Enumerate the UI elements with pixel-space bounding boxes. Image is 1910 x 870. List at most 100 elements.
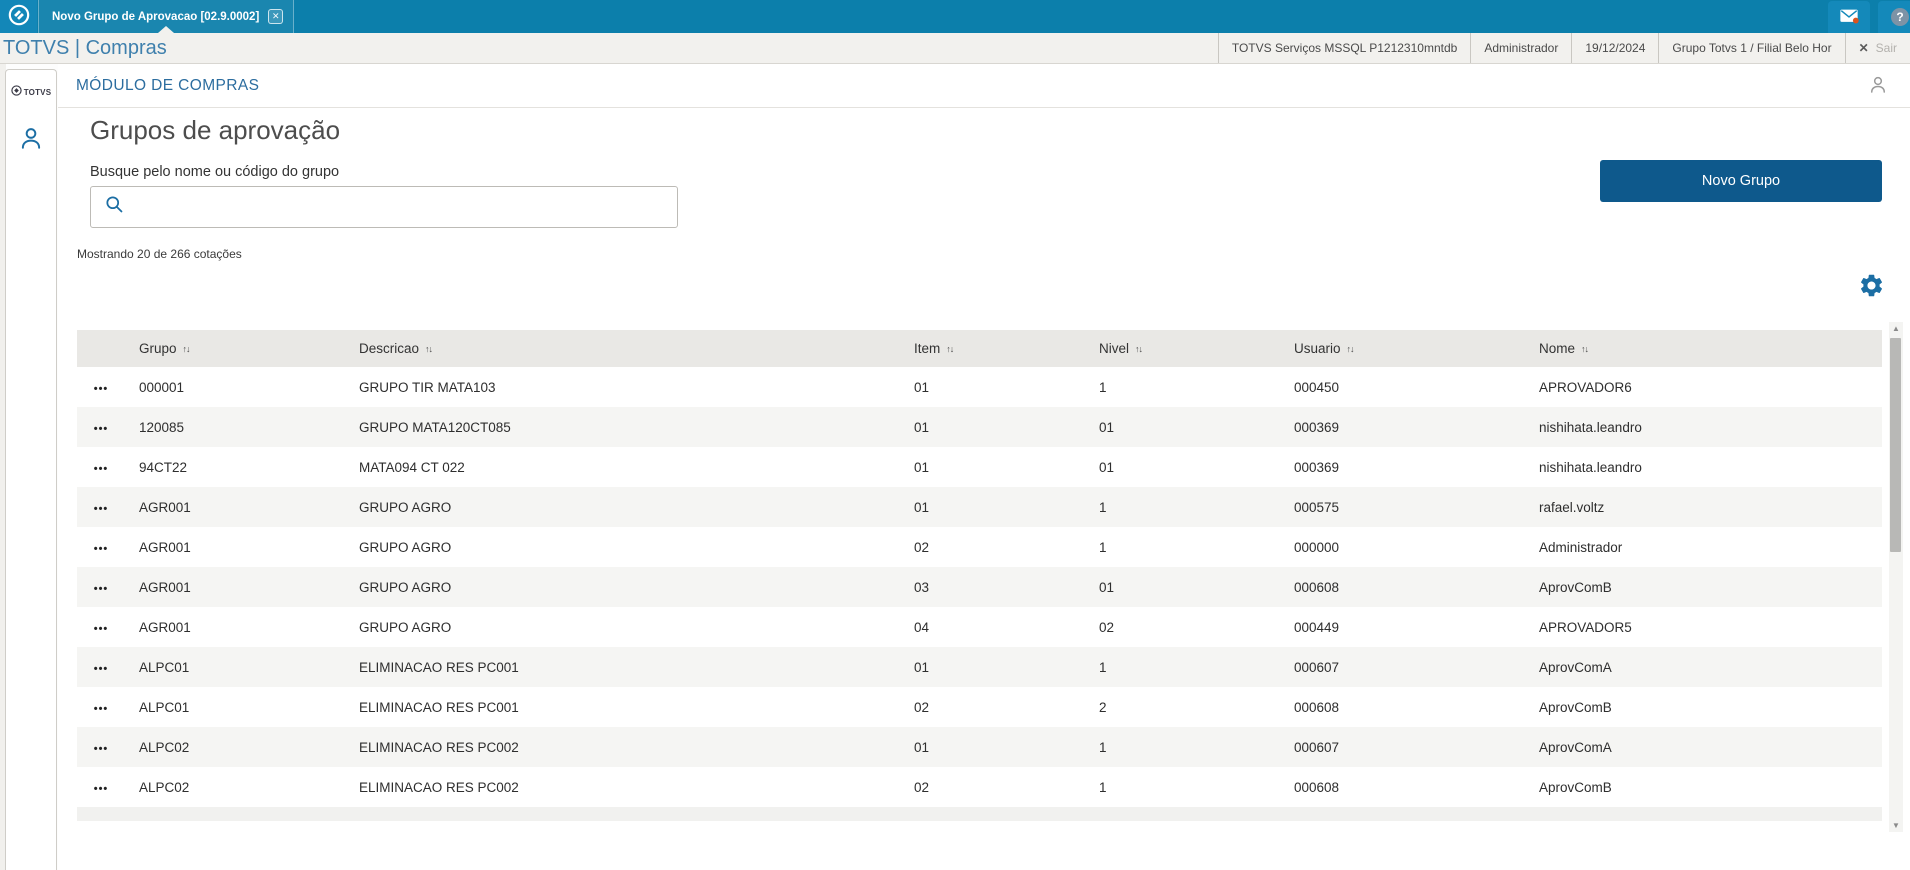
- settings-gear-button[interactable]: [1858, 272, 1885, 302]
- cell-usuario: 000450: [1294, 379, 1340, 395]
- search-box: [90, 186, 678, 228]
- table-body: ••• 000001 GRUPO TIR MATA103 01 1 000450…: [77, 367, 1882, 807]
- app-tab[interactable]: Novo Grupo de Aprovacao [02.9.0002] ✕: [38, 0, 295, 33]
- table-row[interactable]: ••• 120085 GRUPO MATA120CT085 01 01 0003…: [77, 407, 1882, 447]
- cell-item: 01: [914, 379, 930, 395]
- table-row[interactable]: ••• AGR001 GRUPO AGRO 01 1 000575 rafael…: [77, 487, 1882, 527]
- cell-nivel: 1: [1099, 379, 1107, 395]
- cell-item: 01: [914, 499, 930, 515]
- tab-close-icon[interactable]: ✕: [268, 9, 284, 24]
- cell-nome: AprovComB: [1539, 779, 1612, 795]
- totvs-logo-button[interactable]: [0, 0, 37, 33]
- scroll-down-arrow-icon[interactable]: ▼: [1892, 821, 1900, 830]
- row-actions-button[interactable]: •••: [94, 743, 109, 755]
- table-row[interactable]: ••• ALPC01 ELIMINACAO RES PC001 01 1 000…: [77, 647, 1882, 687]
- table-row[interactable]: ••• 94CT22 MATA094 CT 022 01 01 000369 n…: [77, 447, 1882, 487]
- cell-grupo: 000001: [139, 379, 185, 395]
- logout-button[interactable]: ✕ Sair: [1844, 33, 1910, 63]
- help-icon: ?: [1891, 8, 1909, 26]
- row-actions-button[interactable]: •••: [94, 423, 109, 435]
- module-title: MÓDULO DE COMPRAS: [76, 76, 260, 94]
- cell-item: 01: [914, 459, 930, 475]
- ellipsis-icon: •••: [93, 502, 109, 515]
- table-row[interactable]: ••• AGR001 GRUPO AGRO 03 01 000608 Aprov…: [77, 567, 1882, 607]
- column-label: Usuario: [1294, 341, 1341, 356]
- table-row[interactable]: ••• ALPC01 ELIMINACAO RES PC001 02 2 000…: [77, 687, 1882, 727]
- profile-button[interactable]: [1868, 74, 1888, 97]
- cell-nivel: 01: [1099, 419, 1115, 435]
- column-header-grupo[interactable]: Grupo ↑↓: [125, 341, 345, 356]
- cell-nome: nishihata.leandro: [1539, 419, 1642, 435]
- table-row[interactable]: ••• 000001 GRUPO TIR MATA103 01 1 000450…: [77, 367, 1882, 407]
- brand-title: TOTVS | Compras: [3, 36, 167, 59]
- table-row-partial: [77, 807, 1882, 821]
- cell-nivel: 1: [1099, 659, 1107, 675]
- cell-descricao: GRUPO MATA120CT085: [359, 419, 511, 435]
- mail-button[interactable]: [1828, 1, 1870, 33]
- table-header-row: Grupo ↑↓ Descricao ↑↓ Item ↑↓ Nivel ↑↓ U…: [77, 330, 1882, 367]
- cell-nome: AprovComB: [1539, 579, 1612, 595]
- scrollbar-thumb[interactable]: [1890, 338, 1901, 552]
- row-actions-button[interactable]: •••: [94, 583, 109, 595]
- sidebar-totvs-logo: TOTVS: [11, 83, 52, 101]
- column-header-nivel[interactable]: Nivel ↑↓: [1085, 341, 1280, 356]
- logout-label: Sair: [1875, 41, 1897, 55]
- cell-usuario: 000608: [1294, 579, 1340, 595]
- search-input[interactable]: [135, 187, 677, 227]
- row-actions-button[interactable]: •••: [94, 663, 109, 675]
- row-actions-button[interactable]: •••: [94, 503, 109, 515]
- cell-grupo: ALPC01: [139, 699, 190, 715]
- cell-nome: AprovComB: [1539, 699, 1612, 715]
- ellipsis-icon: •••: [93, 702, 109, 715]
- sidebar-item-user[interactable]: [18, 125, 44, 154]
- cell-item: 02: [914, 539, 930, 555]
- sidebar-logo-label: TOTVS: [23, 87, 52, 97]
- cell-descricao: ELIMINACAO RES PC001: [359, 659, 519, 675]
- table-row[interactable]: ••• ALPC02 ELIMINACAO RES PC002 01 1 000…: [77, 727, 1882, 767]
- environment-info: TOTVS Serviços MSSQL P1212310mntdb: [1217, 33, 1470, 63]
- column-header-item[interactable]: Item ↑↓: [900, 341, 1085, 356]
- cell-grupo: 120085: [139, 419, 185, 435]
- column-header-nome[interactable]: Nome ↑↓: [1525, 341, 1882, 356]
- sort-icon: ↑↓: [1346, 343, 1355, 354]
- session-info: TOTVS Serviços MSSQL P1212310mntdb Admin…: [1217, 33, 1910, 63]
- scroll-up-arrow-icon[interactable]: ▲: [1892, 324, 1900, 333]
- row-actions-button[interactable]: •••: [94, 543, 109, 555]
- cell-grupo: ALPC01: [139, 659, 190, 675]
- cell-item: 01: [914, 659, 930, 675]
- cell-grupo: AGR001: [139, 619, 191, 635]
- table-row[interactable]: ••• AGR001 GRUPO AGRO 04 02 000449 APROV…: [77, 607, 1882, 647]
- branch-info: Grupo Totvs 1 / Filial Belo Hor: [1658, 33, 1844, 63]
- table-row[interactable]: ••• AGR001 GRUPO AGRO 02 1 000000 Admini…: [77, 527, 1882, 567]
- column-header-usuario[interactable]: Usuario ↑↓: [1280, 341, 1525, 356]
- cell-grupo: AGR001: [139, 539, 191, 555]
- row-actions-button[interactable]: •••: [94, 463, 109, 475]
- ellipsis-icon: •••: [93, 622, 109, 635]
- cell-nome: Administrador: [1539, 539, 1623, 555]
- new-group-button[interactable]: Novo Grupo: [1600, 160, 1882, 202]
- cell-item: 04: [914, 619, 930, 635]
- row-actions-button[interactable]: •••: [94, 783, 109, 795]
- row-actions-button[interactable]: •••: [94, 703, 109, 715]
- column-header-descricao[interactable]: Descricao ↑↓: [345, 341, 900, 356]
- envelope-icon: [1838, 6, 1860, 29]
- row-actions-button[interactable]: •••: [94, 383, 109, 395]
- table-row[interactable]: ••• ALPC02 ELIMINACAO RES PC002 02 1 000…: [77, 767, 1882, 807]
- cell-nome: nishihata.leandro: [1539, 459, 1642, 475]
- help-button[interactable]: ?: [1878, 1, 1910, 33]
- cell-usuario: 000575: [1294, 499, 1340, 515]
- logout-x-icon: ✕: [1858, 41, 1869, 55]
- module-bar: MÓDULO DE COMPRAS: [58, 64, 1910, 108]
- cell-nivel: 02: [1099, 619, 1115, 635]
- gear-icon: [1858, 274, 1885, 302]
- cell-item: 01: [914, 739, 930, 755]
- sort-icon: ↑↓: [425, 343, 433, 354]
- row-actions-button[interactable]: •••: [94, 623, 109, 635]
- cell-nome: AprovComA: [1539, 659, 1612, 675]
- cell-nivel: 1: [1099, 499, 1107, 515]
- cell-descricao: GRUPO TIR MATA103: [359, 379, 496, 395]
- cell-grupo: ALPC02: [139, 739, 190, 755]
- approval-groups-table: Grupo ↑↓ Descricao ↑↓ Item ↑↓ Nivel ↑↓ U…: [77, 330, 1882, 821]
- table-scrollbar[interactable]: ▲ ▼: [1889, 322, 1903, 832]
- search-label: Busque pelo nome ou código do grupo: [90, 164, 340, 180]
